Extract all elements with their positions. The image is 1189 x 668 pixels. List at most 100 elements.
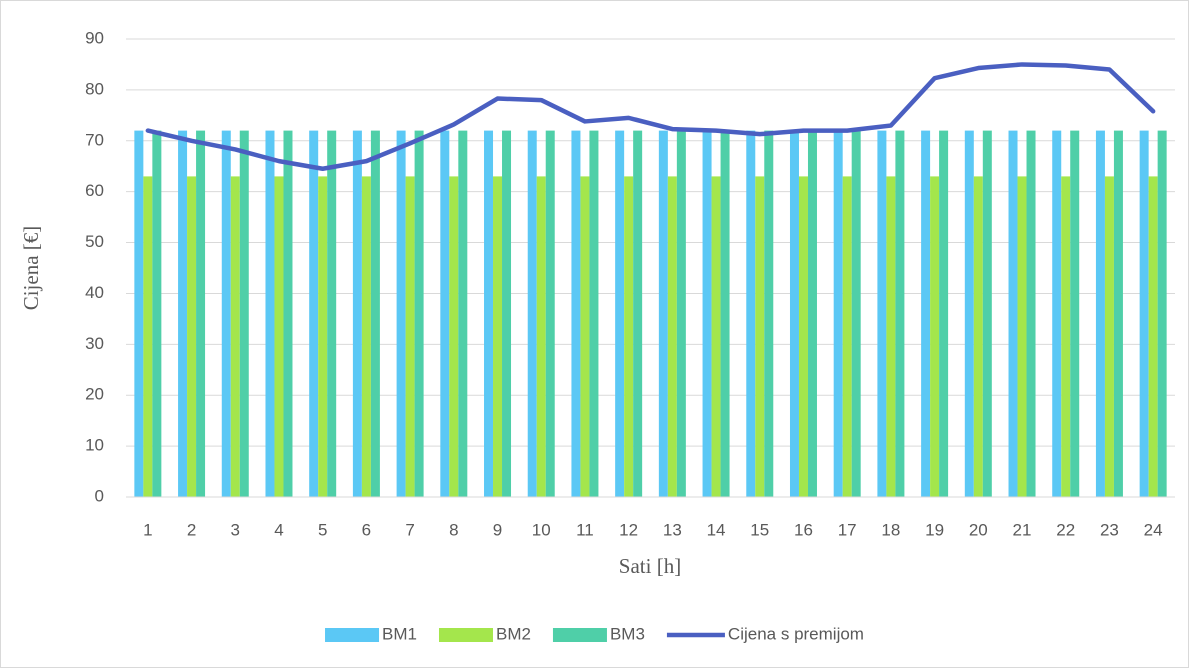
bar (1052, 130, 1062, 497)
x-tick-label: 6 (362, 520, 371, 539)
bar (589, 130, 599, 497)
x-tick-label: 5 (318, 520, 327, 539)
bar (527, 130, 537, 497)
x-tick-label: 13 (663, 520, 682, 539)
legend-swatch (325, 628, 380, 642)
x-tick-label: 8 (449, 520, 458, 539)
y-tick-label: 10 (85, 436, 104, 455)
bar (702, 130, 712, 497)
bar (720, 130, 730, 497)
bar (440, 130, 450, 497)
bar (536, 176, 546, 497)
x-tick-label: 19 (925, 520, 944, 539)
bar (318, 176, 328, 497)
bar (309, 130, 319, 497)
y-tick-label: 90 (85, 28, 104, 47)
bar (930, 176, 940, 497)
bar (755, 176, 765, 497)
bar (493, 176, 503, 497)
y-axis-label: Cijena [€] (19, 226, 43, 311)
bar (667, 176, 677, 497)
bar (265, 130, 275, 497)
x-tick-label: 11 (576, 520, 594, 539)
bar (484, 130, 494, 497)
x-tick-label: 4 (274, 520, 283, 539)
bar (789, 130, 799, 497)
bar (458, 130, 468, 497)
bar (396, 130, 406, 497)
legend-label: BM3 (610, 624, 645, 643)
bar (807, 130, 817, 497)
bar (1148, 176, 1158, 497)
bar (921, 130, 931, 497)
legend-swatch (438, 628, 493, 642)
x-tick-label: 24 (1144, 520, 1163, 539)
bar (327, 130, 337, 497)
bar (187, 176, 197, 497)
y-tick-label: 20 (85, 385, 104, 404)
bar (196, 130, 206, 497)
x-tick-label: 10 (532, 520, 551, 539)
bar (1008, 130, 1018, 497)
x-tick-label: 12 (619, 520, 638, 539)
x-tick-label: 7 (405, 520, 414, 539)
bar (842, 176, 852, 497)
bar (134, 130, 144, 497)
bar (239, 130, 249, 497)
bar (1017, 176, 1027, 497)
legend-label: BM2 (496, 624, 531, 643)
y-tick-label: 40 (85, 283, 104, 302)
bar (405, 176, 415, 497)
bar (964, 130, 974, 497)
y-tick-label: 60 (85, 181, 104, 200)
y-tick-label: 30 (85, 334, 104, 353)
bar (571, 130, 581, 497)
bar (982, 130, 992, 497)
bar (545, 130, 555, 497)
x-tick-label: 2 (187, 520, 196, 539)
bar (973, 176, 983, 497)
bar (283, 130, 293, 497)
bar (1104, 176, 1114, 497)
x-tick-label: 14 (707, 520, 726, 539)
x-tick-label: 23 (1100, 520, 1119, 539)
bar (658, 130, 668, 497)
x-tick-label: 9 (493, 520, 502, 539)
bar (615, 130, 625, 497)
bar (1113, 130, 1123, 497)
x-tick-label: 22 (1056, 520, 1075, 539)
x-tick-label: 15 (750, 520, 769, 539)
bar (274, 176, 284, 497)
bar (895, 130, 905, 497)
bar (352, 130, 362, 497)
x-tick-label: 21 (1013, 520, 1032, 539)
bar (143, 176, 153, 497)
bar (939, 130, 949, 497)
x-axis-label: Sati [h] (619, 554, 681, 578)
bar (152, 130, 162, 497)
bar (746, 130, 756, 497)
legend-swatch (552, 628, 607, 642)
bar (1139, 130, 1149, 497)
bar (851, 130, 861, 497)
bar (877, 130, 887, 497)
y-tick-label: 0 (95, 486, 104, 505)
x-tick-label: 3 (231, 520, 240, 539)
bar (580, 176, 590, 497)
bar (676, 130, 686, 497)
y-tick-label: 70 (85, 130, 104, 149)
bar (633, 130, 643, 497)
bar (502, 130, 512, 497)
bar (414, 130, 424, 497)
bar (1070, 130, 1080, 497)
bar (711, 176, 721, 497)
x-tick-label: 16 (794, 520, 813, 539)
bar (230, 176, 240, 497)
bar (221, 130, 231, 497)
bar (449, 176, 459, 497)
bar (1061, 176, 1071, 497)
legend-label: BM1 (382, 624, 417, 643)
y-tick-label: 50 (85, 232, 104, 251)
bar (1095, 130, 1105, 497)
